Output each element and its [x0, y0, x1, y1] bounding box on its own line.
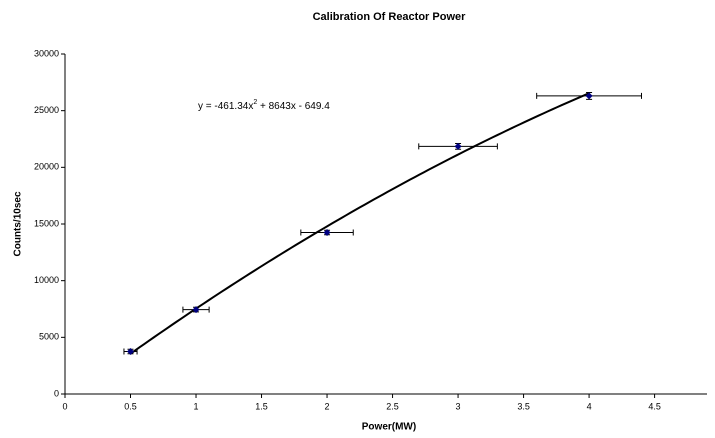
- y-tick-label: 30000: [34, 48, 59, 58]
- x-tick-label: 0.5: [124, 401, 137, 411]
- y-axis-title: Counts/10sec: [13, 191, 24, 256]
- equation-text: y = -461.34x: [198, 101, 253, 112]
- x-axis-title: Power(MW): [362, 422, 416, 433]
- data-point: [192, 306, 200, 314]
- y-tick-label: 15000: [34, 218, 59, 228]
- data-point: [323, 229, 331, 236]
- trendline-equation: y = -461.34x2 + 8643x - 649.4: [198, 99, 330, 112]
- data-point: [585, 92, 593, 100]
- x-tick-label: 3.5: [517, 401, 530, 411]
- y-tick-label: 20000: [34, 162, 59, 172]
- x-tick-label: 4.5: [648, 401, 661, 411]
- chart-title: Calibration Of Reactor Power: [313, 11, 467, 23]
- equation-exponent: 2: [253, 99, 257, 106]
- x-tick-label: 4: [587, 401, 592, 411]
- equation-text: + 8643x - 649.4: [257, 101, 330, 112]
- data-point: [454, 142, 462, 150]
- data-point: [127, 348, 135, 355]
- x-tick-label: 2: [325, 401, 330, 411]
- x-tick-label: 1.5: [255, 401, 268, 411]
- x-tick-label: 1: [194, 401, 199, 411]
- x-tick-label: 0: [62, 401, 67, 411]
- x-tick-label: 3: [456, 401, 461, 411]
- x-tick-label: 2.5: [386, 401, 399, 411]
- y-tick-label: 25000: [34, 105, 59, 115]
- trendline: [129, 92, 590, 355]
- y-tick-label: 10000: [34, 275, 59, 285]
- y-tick-label: 0: [54, 388, 59, 398]
- y-tick-label: 5000: [39, 332, 59, 342]
